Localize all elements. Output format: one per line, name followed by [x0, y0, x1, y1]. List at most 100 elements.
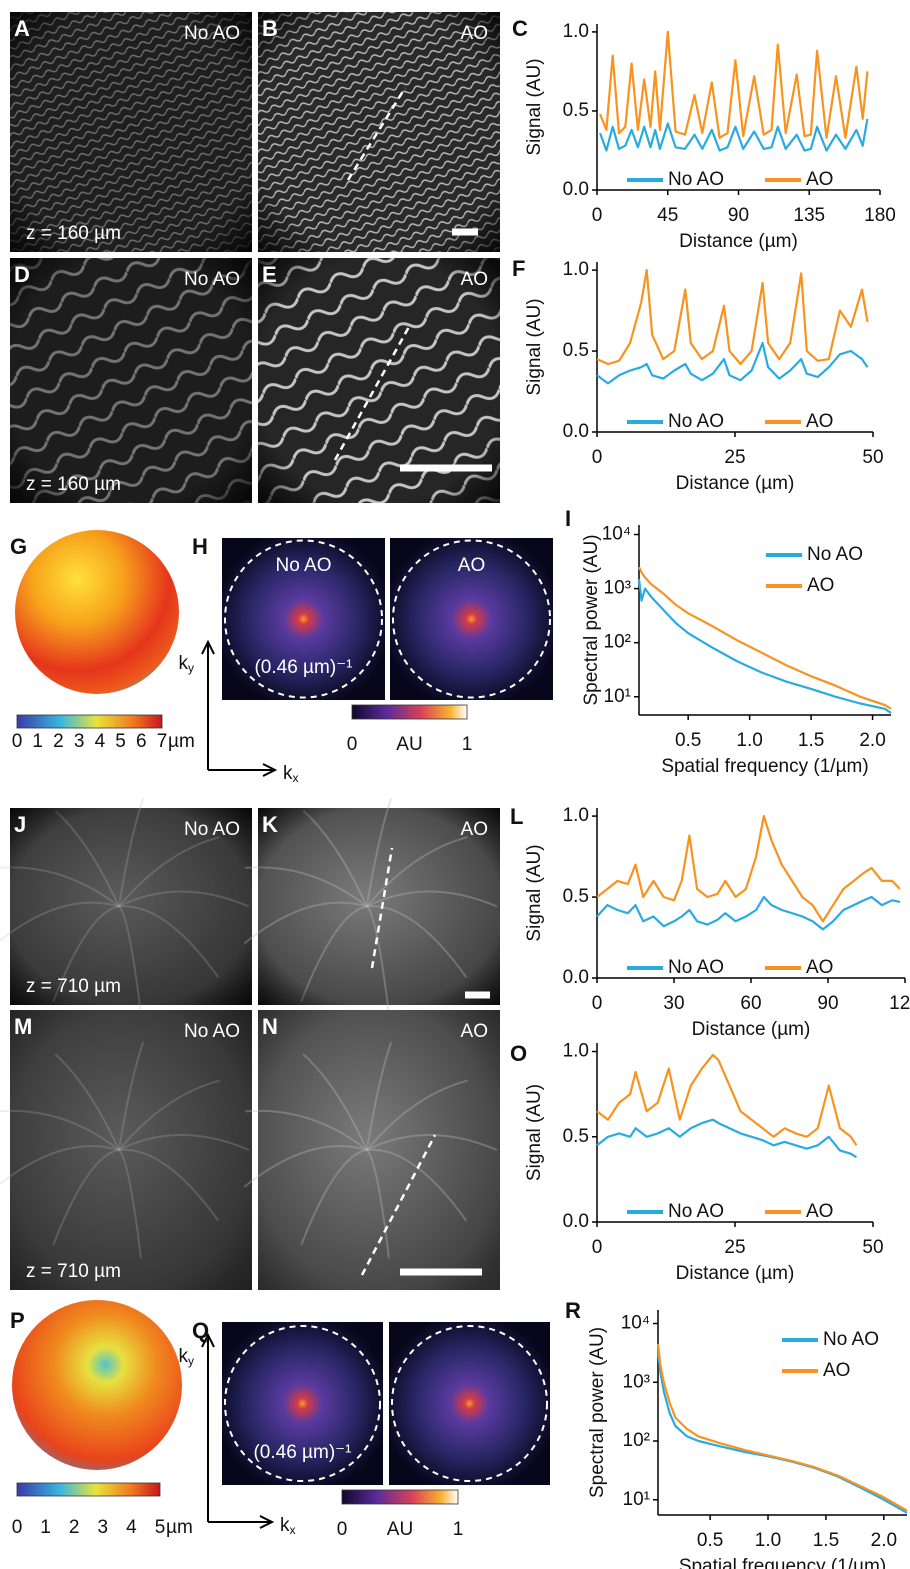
kx-label: kx	[280, 1515, 296, 1537]
series-line	[597, 343, 868, 383]
x-tick-label: 60	[740, 993, 761, 1014]
panel-letter: H	[192, 534, 208, 559]
y-tick-label: 10¹	[604, 686, 631, 707]
panel-letter: N	[262, 1014, 278, 1039]
ky-label: ky	[179, 653, 195, 675]
x-axis-title: Distance (µm)	[676, 473, 795, 494]
ky-arrow	[202, 642, 214, 770]
series-line	[597, 270, 868, 364]
x-tick-label: 1.0	[755, 1530, 781, 1551]
colorbar-unit: AU	[387, 1519, 413, 1540]
y-axis-title: Spectral power (AU)	[587, 1327, 608, 1498]
wavefront-map	[15, 530, 179, 694]
legend-label: AO	[823, 1360, 850, 1381]
x-tick-label: 0	[592, 993, 603, 1014]
legend-label: AO	[806, 1201, 833, 1222]
series-line	[658, 1350, 907, 1513]
x-tick-label: 30	[663, 993, 684, 1014]
kx-label: kx	[283, 763, 299, 785]
condition-label: AO	[461, 23, 488, 44]
condition-label: No AO	[184, 819, 240, 840]
x-axis-title: Distance (µm)	[679, 231, 798, 252]
ky-label: ky	[179, 1346, 195, 1368]
vignette	[10, 258, 252, 503]
x-tick-label: 0	[592, 1237, 603, 1258]
depth-label: z = 160 µm	[26, 474, 121, 495]
y-tick-label: 0.5	[563, 886, 589, 907]
x-tick-label: 2.0	[871, 1530, 897, 1551]
x-tick-label: 1.5	[798, 730, 824, 751]
x-tick-label: 0	[592, 447, 603, 468]
colorbar-tick-label: 3	[98, 1517, 109, 1538]
x-tick-label: 25	[724, 1237, 745, 1258]
wavefront-map	[12, 1300, 182, 1470]
ky-arrow	[202, 1335, 214, 1522]
panel-letter: O	[510, 1041, 527, 1066]
colorbar-tick-label: 5	[115, 731, 126, 752]
vignette	[258, 12, 500, 252]
x-tick-label: 25	[724, 447, 745, 468]
panel-letter: P	[10, 1308, 25, 1333]
legend-label: No AO	[823, 1329, 879, 1350]
colorbar	[17, 1483, 160, 1496]
colorbar-unit: µm	[168, 731, 195, 752]
colorbar-tick-label: 0	[12, 731, 23, 752]
colorbar-tick-label: 5	[155, 1517, 166, 1538]
panel-letter: D	[14, 262, 30, 287]
ky-label-sub: y	[188, 661, 194, 675]
x-tick-label: 45	[657, 205, 678, 226]
y-axis-title: Signal (AU)	[524, 298, 545, 395]
panel-letter: I	[565, 506, 571, 531]
ky-label-base: k	[179, 653, 189, 674]
series-line	[658, 1344, 907, 1511]
colorbar	[17, 715, 162, 728]
condition-label: AO	[458, 555, 485, 576]
y-tick-label: 0.0	[563, 967, 589, 988]
x-tick-label: 2.0	[859, 730, 885, 751]
colorbar-tick-label: 3	[74, 731, 85, 752]
legend-label: AO	[806, 169, 833, 190]
colorbar-unit: µm	[166, 1517, 193, 1538]
panel-letter: A	[14, 16, 30, 41]
x-axis-title: Spatial frequency (1/µm)	[661, 756, 868, 777]
panel-letter: L	[510, 804, 523, 829]
legend-label: AO	[806, 411, 833, 432]
colorbar-tick-label: 6	[136, 731, 147, 752]
panel-letter: C	[512, 16, 528, 41]
y-tick-label: 1.0	[563, 259, 589, 280]
y-tick-label: 10²	[623, 1430, 650, 1451]
y-tick-label: 0.0	[563, 421, 589, 442]
colorbar-tick-label: 7	[157, 731, 168, 752]
condition-label: No AO	[276, 555, 332, 576]
x-tick-label: 180	[864, 205, 896, 226]
panel-letter: F	[512, 256, 525, 281]
colorbar-tick-label: 2	[69, 1517, 80, 1538]
kx-label-sub: x	[290, 1523, 296, 1537]
legend-label: AO	[806, 957, 833, 978]
x-axis-title: Distance (µm)	[676, 1263, 795, 1284]
panel-letter: B	[262, 16, 278, 41]
colorbar-tick-label: 2	[53, 731, 64, 752]
y-tick-label: 0.5	[563, 1126, 589, 1147]
legend-label: No AO	[668, 169, 724, 190]
x-axis-title: Distance (µm)	[692, 1019, 811, 1040]
y-axis-title: Signal (AU)	[524, 1084, 545, 1181]
colorbar-min: 0	[347, 734, 358, 755]
y-tick-label: 10⁴	[602, 524, 631, 545]
cutoff-label: (0.46 µm)⁻¹	[253, 1442, 351, 1463]
x-tick-label: 120	[889, 993, 910, 1014]
x-tick-label: 1.5	[813, 1530, 839, 1551]
y-tick-label: 10⁴	[621, 1313, 650, 1334]
depth-label: z = 710 µm	[26, 1261, 121, 1282]
colorbar-tick-label: 0	[12, 1517, 23, 1538]
panel-letter: G	[10, 534, 27, 559]
y-tick-label: 10²	[604, 632, 631, 653]
condition-label: No AO	[184, 269, 240, 290]
x-tick-label: 90	[728, 205, 749, 226]
colorbar-tick-label: 4	[126, 1517, 137, 1538]
condition-label: AO	[461, 1021, 488, 1042]
colorbar-tick-label: 4	[95, 731, 106, 752]
figure: ANo AOz = 160 µmBAODNo AOz = 160 µmEAOJN…	[0, 0, 910, 1569]
condition-label: No AO	[184, 1021, 240, 1042]
x-tick-label: 50	[862, 447, 883, 468]
